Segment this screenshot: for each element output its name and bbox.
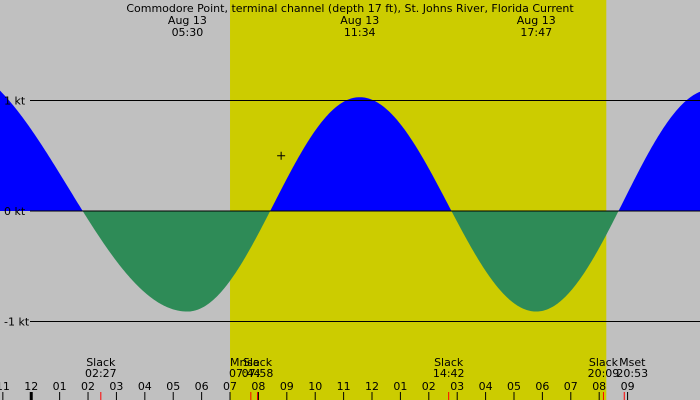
hour-tick-label: 12 bbox=[24, 380, 38, 393]
hour-tick-label: 05 bbox=[166, 380, 180, 393]
extreme-time-label: 17:47 bbox=[520, 26, 552, 39]
hour-tick-label: 06 bbox=[535, 380, 549, 393]
hour-tick-label: 04 bbox=[479, 380, 493, 393]
extreme-time-label: 05:30 bbox=[172, 26, 204, 39]
event-type-label: Slack bbox=[86, 356, 116, 369]
hour-axis: 11 12 01 02 03 04 05 06 07 08 09 10 11 12 01 02 03 04 05 06… bbox=[0, 380, 635, 400]
hour-tick-label: 07 bbox=[564, 380, 578, 393]
hour-tick-label: 05 bbox=[507, 380, 521, 393]
hour-tick-label: 12 bbox=[365, 380, 379, 393]
event-type-label: Mset bbox=[619, 356, 646, 369]
chart-title: Commodore Point, terminal channel (depth… bbox=[126, 2, 574, 15]
hour-tick-label: 01 bbox=[393, 380, 407, 393]
hour-tick-label: 02 bbox=[422, 380, 436, 393]
hour-tick-label: 04 bbox=[138, 380, 152, 393]
event-labels: Slack02:27Mrise07:44Slack07:58Slack14:42… bbox=[85, 356, 648, 400]
ebb-current-area bbox=[0, 211, 700, 312]
event-type-label: Slack bbox=[434, 356, 464, 369]
extreme-date-label: Aug 13 bbox=[168, 14, 207, 27]
hour-tick-label: 08 bbox=[251, 380, 265, 393]
event-time-label: 20:53 bbox=[616, 367, 648, 380]
hour-tick-label: 11 bbox=[337, 380, 351, 393]
hour-tick-label: 07 bbox=[223, 380, 237, 393]
event-time-label: 07:58 bbox=[242, 367, 274, 380]
hour-tick-label: 11 bbox=[0, 380, 10, 393]
y-tick-label: 0 kt bbox=[4, 205, 26, 218]
crosshair-marker bbox=[277, 151, 286, 160]
event-time-label: 02:27 bbox=[85, 367, 117, 380]
y-axis-labels: 1 kt 0 kt -1 kt bbox=[4, 95, 30, 329]
event-type-label: Mrise bbox=[230, 356, 260, 369]
extreme-time-label: 11:34 bbox=[344, 26, 376, 39]
hour-tick-label: 01 bbox=[53, 380, 67, 393]
hour-tick-label: 08 bbox=[592, 380, 606, 393]
hour-tick-label: 09 bbox=[621, 380, 635, 393]
flood-current-area bbox=[0, 90, 700, 211]
y-gridlines bbox=[30, 100, 700, 322]
event-type-label: Slack bbox=[243, 356, 273, 369]
event-type-label: Slack bbox=[589, 356, 619, 369]
event-time-label: 07:44 bbox=[229, 367, 261, 380]
y-tick-label: 1 kt bbox=[4, 95, 26, 108]
hour-tick-label: 03 bbox=[109, 380, 123, 393]
y-tick-label: -1 kt bbox=[4, 316, 30, 329]
event-time-label: 14:42 bbox=[433, 367, 465, 380]
extreme-date-label: Aug 13 bbox=[517, 14, 556, 27]
hour-tick-label: 09 bbox=[280, 380, 294, 393]
extreme-date-label: Aug 13 bbox=[340, 14, 379, 27]
hour-tick-label: 06 bbox=[195, 380, 209, 393]
hour-tick-label: 03 bbox=[450, 380, 464, 393]
event-time-label: 20:09 bbox=[588, 367, 620, 380]
hour-tick-label: 10 bbox=[308, 380, 322, 393]
hour-tick-label: 02 bbox=[81, 380, 95, 393]
